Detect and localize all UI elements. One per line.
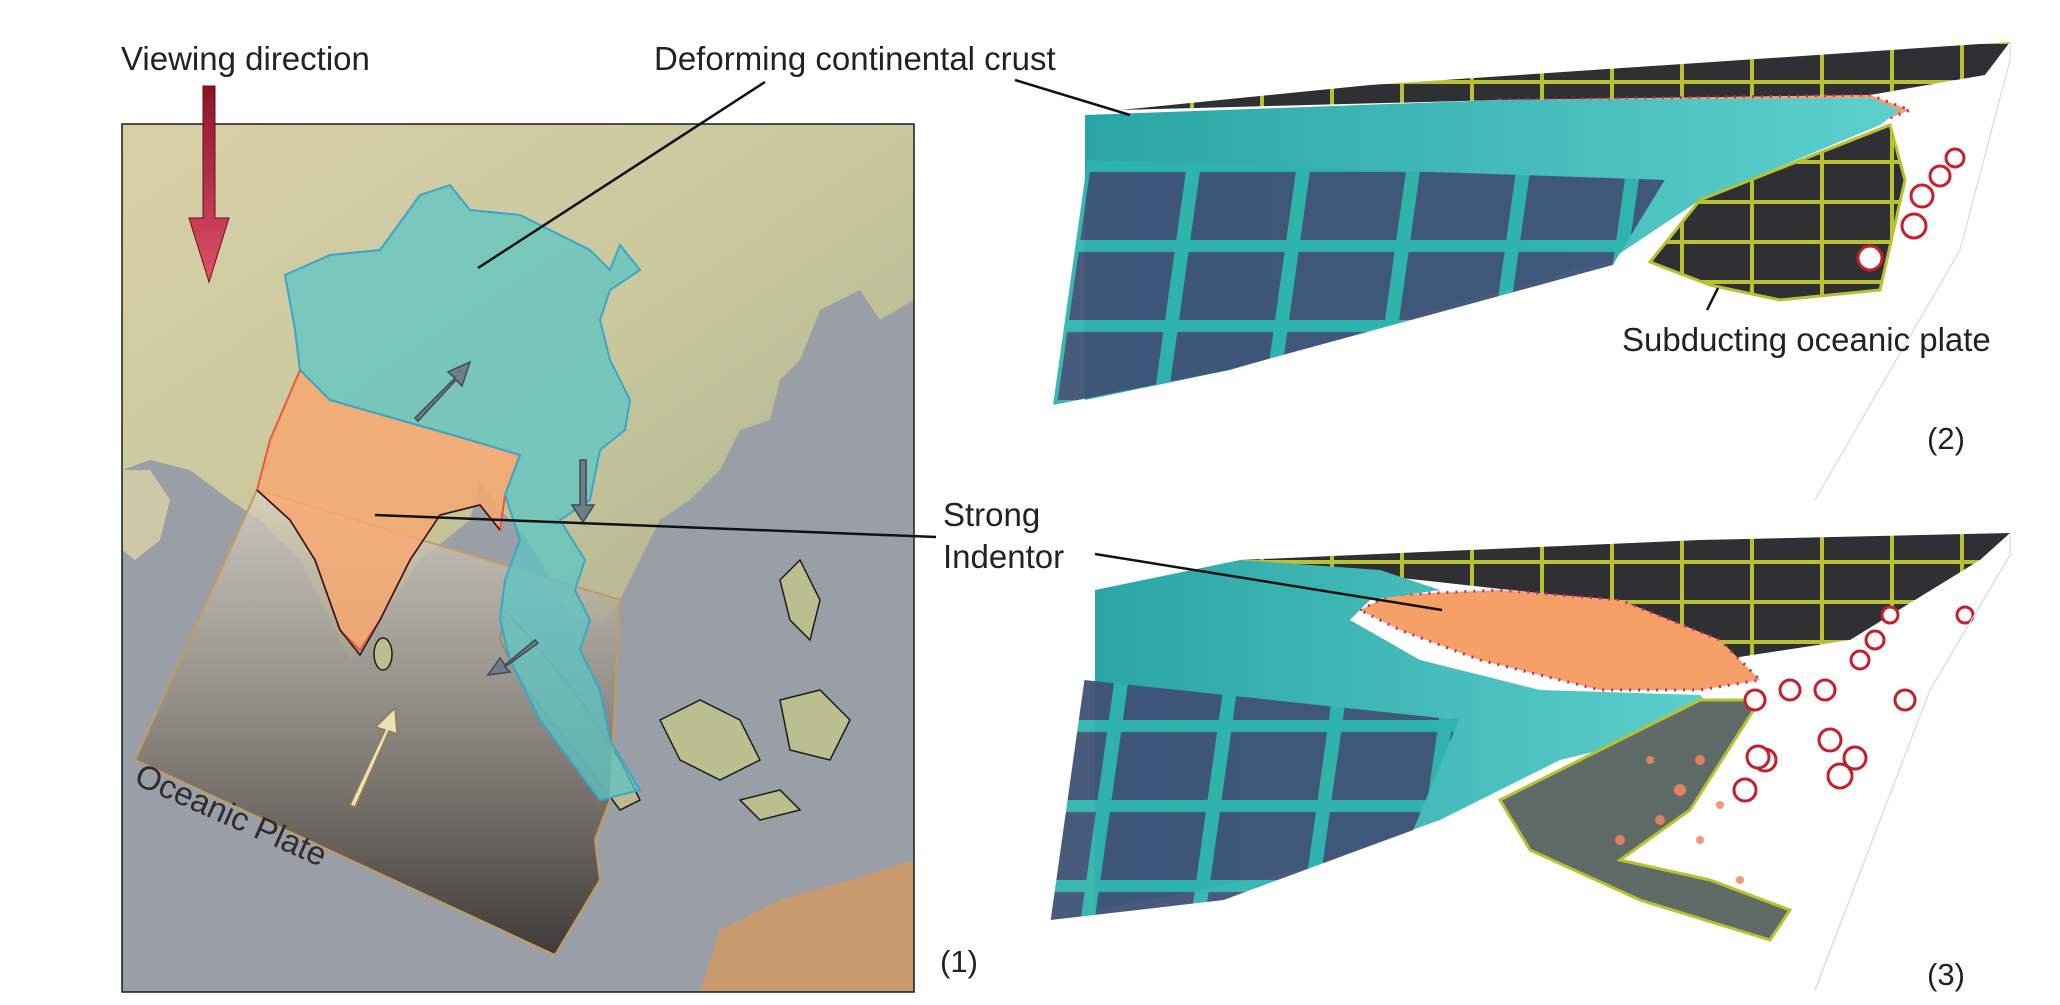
india-outline <box>256 489 501 657</box>
crust-arrow-ne <box>413 360 472 423</box>
deforming-crust-region <box>283 183 642 802</box>
panel-number-3: (3) <box>1927 957 1965 992</box>
panel2-ocean-floor-grid <box>1053 160 1665 405</box>
panel3-debris <box>1615 755 1744 884</box>
deforming-crust-label: Deforming continental crust <box>654 40 1056 77</box>
oceanic-plate-region <box>133 488 622 957</box>
leader-subducting <box>1705 287 1720 311</box>
map-frame <box>121 123 915 993</box>
plate-arrow-ne <box>348 706 398 808</box>
panel-number-2: (2) <box>1927 421 1965 456</box>
panel3-box-edge <box>1814 533 2011 991</box>
viewing-direction-arrow <box>188 85 230 284</box>
crust-arrow-s <box>570 459 596 524</box>
panel2-far-plate <box>1120 42 2010 110</box>
leader-crust-map <box>477 80 766 270</box>
australia-landmass <box>700 860 914 992</box>
indentor-label: Indentor <box>943 538 1065 575</box>
leader-indentor-3d <box>1094 552 1443 612</box>
map-panel <box>121 123 915 993</box>
crust-arrow-sw <box>486 638 540 676</box>
leader-indentor-map <box>374 513 937 539</box>
viewing-direction-label: Viewing direction <box>121 40 370 77</box>
panel-number-1: (1) <box>940 944 978 979</box>
leader-lines <box>374 78 1720 612</box>
leader-crust-3d <box>1014 78 1131 117</box>
panel3-far-plate <box>1240 533 2010 660</box>
panel3-focal-mechanisms <box>1732 605 1975 803</box>
panel3-indentor-region <box>1356 588 1764 692</box>
model-panel-2 <box>1053 42 2011 501</box>
panel3-ocean-floor-grid <box>1050 680 1459 920</box>
model-panel-3 <box>1050 533 2011 991</box>
sea-islands <box>658 558 851 821</box>
panel2-subduction-front <box>1647 122 1907 302</box>
motion-arrows <box>348 360 596 808</box>
sri-lanka <box>373 637 393 671</box>
strong-label: Strong <box>943 496 1041 533</box>
panel3-slab <box>1497 698 1793 942</box>
panel2-box-edge <box>1814 42 2011 501</box>
subducting-plate-label: Subducting oceanic plate <box>1622 321 1991 358</box>
arabia-landmass <box>122 470 170 560</box>
panel2-focal-mechanisms <box>1856 147 1966 272</box>
